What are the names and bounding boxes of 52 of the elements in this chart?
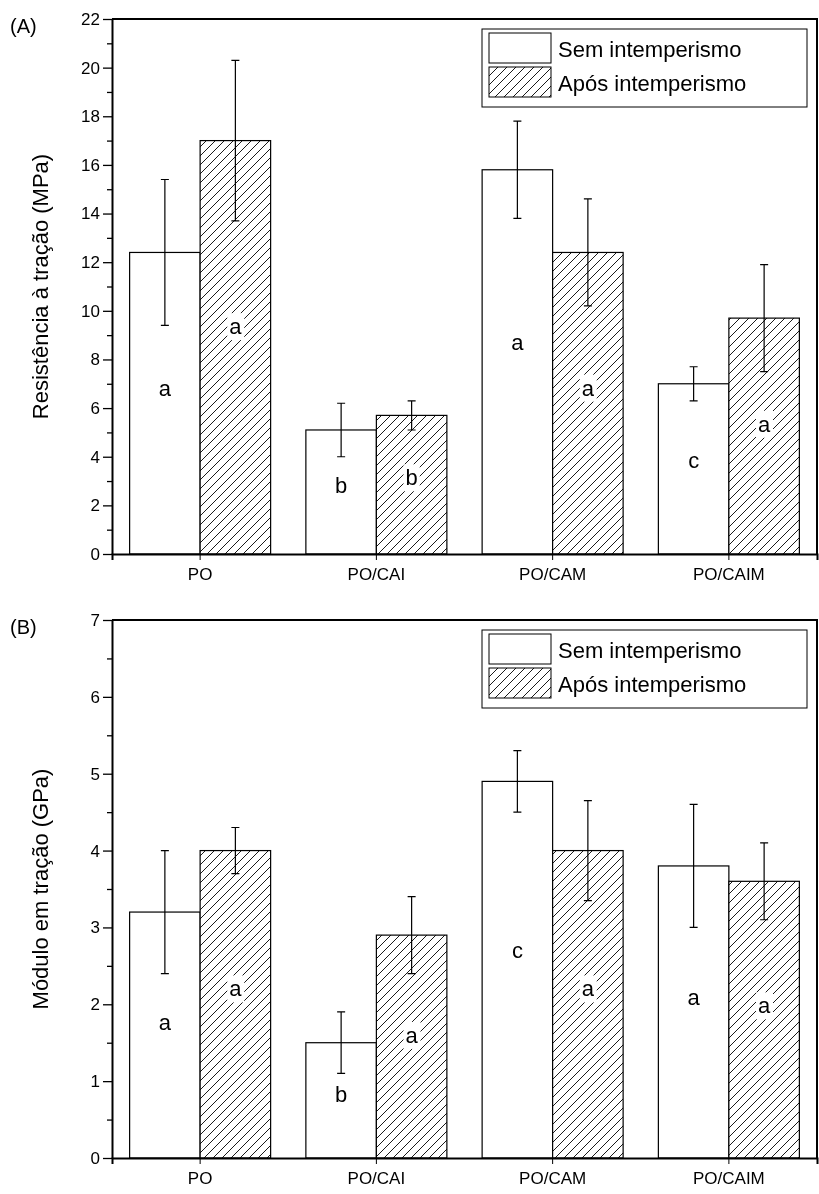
data-label: b bbox=[405, 465, 418, 491]
data-label: b bbox=[335, 1082, 348, 1108]
x-tick-label: PO/CAM bbox=[519, 1169, 587, 1188]
data-label: a bbox=[758, 993, 771, 1019]
y-axis-title: Módulo em tração (GPa) bbox=[28, 768, 53, 1010]
data-label: a bbox=[758, 411, 771, 437]
legend-label: Sem intemperismo bbox=[558, 36, 742, 62]
y-tick-label: 10 bbox=[81, 301, 100, 321]
y-tick-label: 8 bbox=[90, 350, 100, 370]
y-tick-label: 2 bbox=[90, 995, 100, 1015]
y-tick-label: 20 bbox=[81, 58, 100, 78]
data-label: a bbox=[687, 984, 701, 1010]
data-label: a bbox=[158, 375, 172, 401]
data-label: a bbox=[158, 1010, 172, 1036]
x-tick-label: PO/CAM bbox=[519, 565, 587, 584]
data-label: a bbox=[229, 314, 243, 340]
text: (A) bbox=[10, 15, 37, 37]
x-tick-label: PO/CAIM bbox=[692, 1169, 765, 1188]
y-tick-label: 2 bbox=[90, 496, 100, 516]
legend-label: Sem intemperismo bbox=[558, 637, 742, 663]
y-tick-label: 4 bbox=[90, 447, 100, 467]
y-tick-label: 14 bbox=[81, 204, 100, 224]
y-tick-label: 18 bbox=[81, 107, 100, 127]
data-label: a bbox=[511, 330, 525, 356]
data-label: a bbox=[229, 976, 243, 1002]
x-tick-label: PO/CAI bbox=[347, 565, 406, 584]
y-tick-label: 6 bbox=[90, 399, 100, 419]
data-label: a bbox=[405, 1022, 419, 1048]
x-tick-label: PO/CAI bbox=[347, 1169, 406, 1188]
x-tick-label: PO/CAIM bbox=[692, 565, 765, 584]
data-label: b bbox=[335, 473, 348, 499]
y-axis-title: Resistência à tração (MPa) bbox=[28, 153, 53, 420]
legend-label: Após intemperismo bbox=[558, 671, 747, 697]
data-label: a bbox=[581, 976, 595, 1002]
y-tick-label: 6 bbox=[90, 687, 100, 707]
text: (B) bbox=[10, 616, 37, 638]
y-tick-label: 0 bbox=[90, 1148, 100, 1168]
x-tick-label: PO bbox=[187, 1169, 213, 1188]
x-tick-label: PO bbox=[187, 565, 213, 584]
y-tick-label: 12 bbox=[81, 253, 100, 273]
y-tick-label: 3 bbox=[90, 918, 100, 938]
y-tick-label: 7 bbox=[90, 610, 100, 630]
legend-label: Após intemperismo bbox=[558, 70, 747, 96]
y-tick-label: 4 bbox=[90, 841, 100, 861]
y-tick-label: 16 bbox=[81, 155, 100, 175]
data-label: c bbox=[511, 938, 523, 964]
data-label: c bbox=[688, 447, 700, 473]
y-tick-label: 5 bbox=[90, 764, 100, 784]
y-tick-label: 22 bbox=[81, 9, 100, 29]
data-label: a bbox=[581, 375, 595, 401]
y-tick-label: 0 bbox=[90, 544, 100, 564]
y-tick-label: 1 bbox=[90, 1072, 100, 1092]
